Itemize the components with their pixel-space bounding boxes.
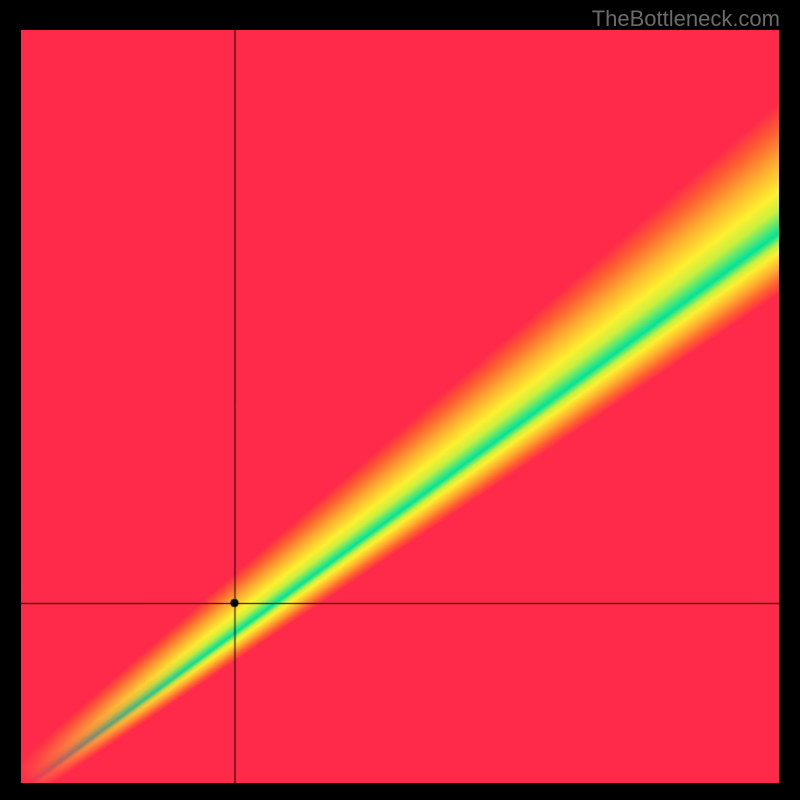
heatmap-plot: [21, 30, 779, 783]
chart-container: TheBottleneck.com: [0, 0, 800, 800]
heatmap-canvas: [21, 30, 779, 783]
watermark-text: TheBottleneck.com: [592, 6, 780, 32]
